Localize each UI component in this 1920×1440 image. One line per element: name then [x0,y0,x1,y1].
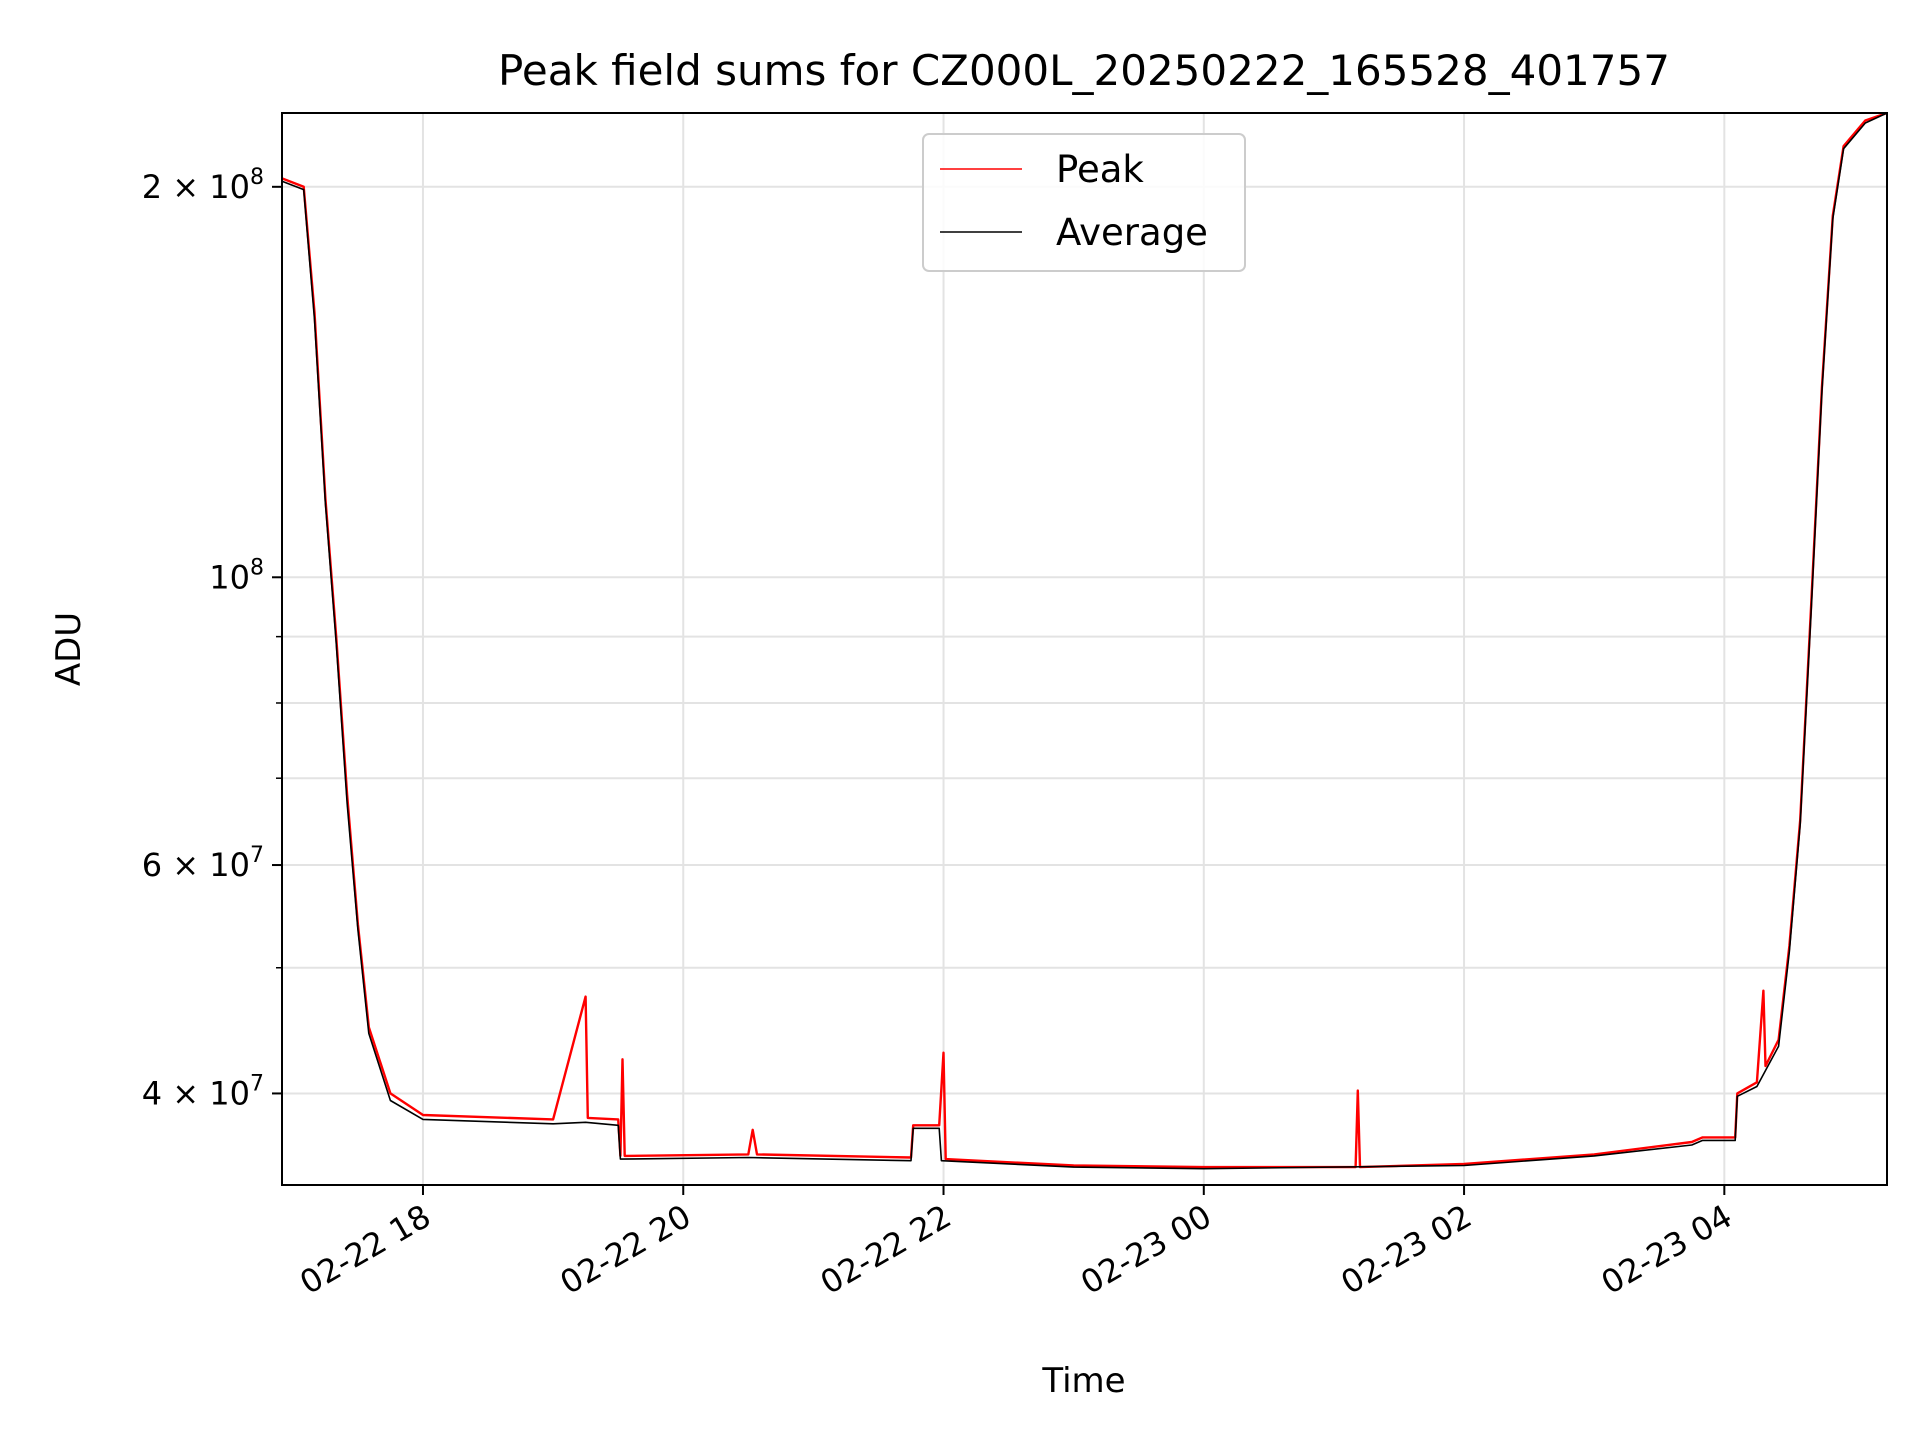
series-layer [281,111,1888,1170]
y-axis-label: ADU [49,612,89,686]
legend-label-peak: Peak [1056,148,1144,191]
chart-title: Peak field sums for CZ000L_20250222_1655… [498,46,1670,95]
plot-frame [281,112,1888,1186]
legend: Peak Average [922,133,1246,272]
series-line-average [281,112,1888,1170]
x-axis-label: Time [1041,1361,1125,1401]
y-axis: 4 × 107 6 × 107 108 2 × 108 [142,165,282,1112]
y-tick-label: 108 [209,555,264,596]
legend-label-average: Average [1056,211,1208,254]
y-tick-label: 4 × 107 [142,1071,264,1112]
y-tick-label: 6 × 107 [142,843,264,884]
y-tick-label: 2 × 108 [142,165,264,206]
